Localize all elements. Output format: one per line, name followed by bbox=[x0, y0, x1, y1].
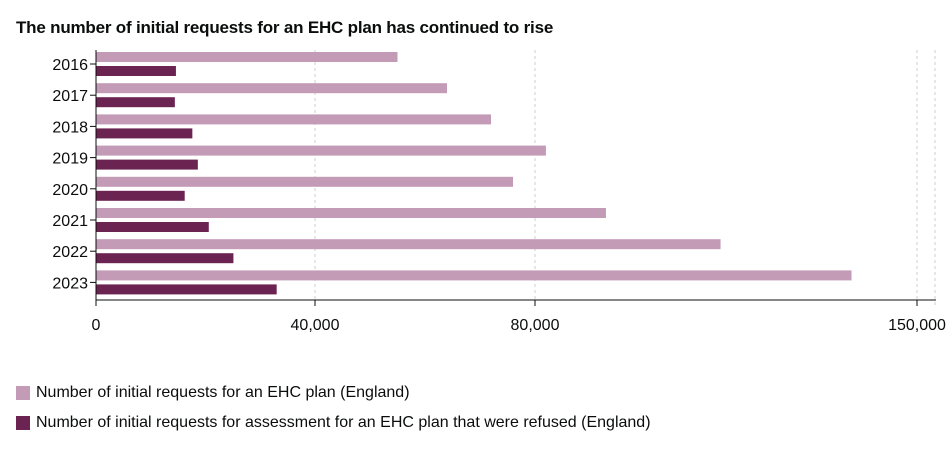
y-tick-label: 2023 bbox=[52, 275, 88, 292]
y-tick-label: 2017 bbox=[52, 88, 88, 105]
legend-label-refused: Number of initial requests for assessmen… bbox=[36, 414, 651, 431]
y-tick-label: 2020 bbox=[52, 182, 88, 199]
bar-refused bbox=[96, 253, 234, 264]
y-tick-label: 2021 bbox=[52, 213, 88, 230]
tick-labels: 2016 2017 2018 2019 2020 2021 2022 2023 0 40,000 8… bbox=[52, 57, 946, 334]
bars bbox=[96, 52, 852, 295]
y-tick-label: 2018 bbox=[52, 119, 88, 136]
bar-requests bbox=[96, 145, 546, 156]
bar-refused bbox=[96, 284, 277, 295]
bar-requests bbox=[96, 176, 513, 187]
x-tick-label: 40,000 bbox=[291, 317, 340, 334]
legend-swatch-requests bbox=[16, 386, 30, 400]
y-tick-label: 2022 bbox=[52, 244, 88, 261]
x-tick-label: 150,000 bbox=[888, 317, 946, 334]
x-tick-label: 80,000 bbox=[511, 317, 560, 334]
bar-requests bbox=[96, 270, 852, 281]
legend-label-requests: Number of initial requests for an EHC pl… bbox=[36, 384, 410, 401]
bar-requests bbox=[96, 83, 447, 94]
bar-refused bbox=[96, 190, 185, 201]
bar-refused bbox=[96, 97, 175, 108]
y-tick-label: 2019 bbox=[52, 151, 88, 168]
axes bbox=[90, 50, 936, 306]
bar-requests bbox=[96, 208, 606, 218]
bar-refused bbox=[96, 66, 176, 76]
bar-refused bbox=[96, 159, 198, 170]
bar-requests bbox=[96, 52, 398, 62]
x-tick-label: 0 bbox=[92, 317, 101, 334]
bar-requests bbox=[96, 114, 491, 125]
bar-requests bbox=[96, 239, 721, 250]
legend-item-requests: Number of initial requests for an EHC pl… bbox=[16, 380, 651, 406]
bar-refused bbox=[96, 222, 209, 232]
y-tick-label: 2016 bbox=[52, 57, 88, 74]
legend: Number of initial requests for an EHC pl… bbox=[16, 380, 651, 440]
legend-swatch-refused bbox=[16, 416, 30, 430]
bar-refused bbox=[96, 128, 193, 139]
chart-title: The number of initial requests for an EH… bbox=[16, 18, 554, 37]
legend-item-refused: Number of initial requests for assessmen… bbox=[16, 410, 651, 436]
